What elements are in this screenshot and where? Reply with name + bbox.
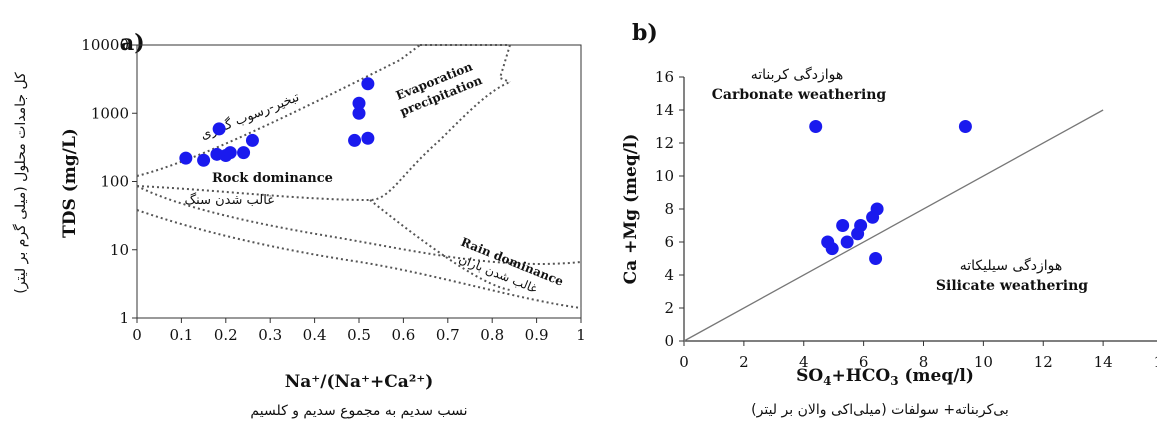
panel-b-x-tick-label: 10 bbox=[974, 353, 993, 371]
panel-b-x-tick-label: 16 bbox=[1153, 353, 1157, 371]
panel-a-upper-boundary bbox=[136, 44, 421, 177]
panel-a-x-tick-label: 0.4 bbox=[303, 326, 327, 344]
panel-b-y-tick-label: 2 bbox=[664, 299, 674, 317]
x-label-sub-4: 4 bbox=[823, 374, 831, 388]
panel-a-x-tick-label: 0.7 bbox=[436, 326, 460, 344]
panel-a-inner-lower-boundary bbox=[369, 199, 511, 291]
panel-b-points bbox=[809, 120, 972, 265]
panel-b-x-ticks: 0 2 4 6 8 10 12 14 16 bbox=[679, 341, 1157, 371]
silicate-weathering-en-label: Silicate weathering bbox=[936, 278, 1088, 294]
panel-a-point-12 bbox=[361, 131, 375, 145]
carbonate-weathering-en-label: Carbonate weathering bbox=[712, 87, 887, 103]
panel-a-point-10 bbox=[352, 106, 366, 120]
panel-a-inner-boundary bbox=[136, 81, 511, 202]
panel-b-y-tick-label: 8 bbox=[664, 200, 674, 218]
panel-b-y-tick-label: 16 bbox=[655, 68, 674, 86]
panel-b-x-tick-label: 12 bbox=[1034, 353, 1053, 371]
panel-a-label: a) bbox=[120, 30, 145, 56]
x-label-unit: (meq/l) bbox=[899, 366, 974, 386]
panel-b-y-tick-label: 4 bbox=[664, 266, 674, 284]
panel-a-point-7 bbox=[237, 146, 251, 160]
panel-b-point-4 bbox=[825, 242, 839, 256]
panel-a-y-tick-label: 1 bbox=[119, 309, 129, 327]
x-label-sub-3: 3 bbox=[890, 374, 898, 388]
panel-a-y-tick-label: 100 bbox=[100, 173, 129, 191]
panel-b-point-11 bbox=[869, 252, 883, 265]
rock-dominance-fa-label: غالب شدن سنگ bbox=[185, 192, 275, 208]
panel-b-x-tick-label: 4 bbox=[799, 353, 809, 371]
panel-a-point-13 bbox=[361, 77, 375, 91]
panel-a-y-axis-label: TDS (mg/L) bbox=[60, 128, 80, 238]
panel-a-point-9 bbox=[348, 133, 362, 147]
panel-b-y-tick-label: 6 bbox=[664, 233, 674, 251]
panel-a-point-6 bbox=[223, 146, 237, 160]
panel-a-x-axis-label-fa: نسب سدیم به مجموع سدیم و کلسیم bbox=[250, 403, 467, 419]
panel-b-x-tick-label: 8 bbox=[919, 353, 929, 371]
panel-a-point-4 bbox=[212, 122, 226, 136]
panel-a-x-ticks: 0 0.1 0.2 0.3 0.4 0.5 0.6 0.7 0.8 0.9 1 bbox=[132, 318, 586, 344]
x-label-so: SO bbox=[796, 366, 823, 386]
panel-a: a) 0 0.1 0.2 0.3 0.4 0.5 0.6 0.7 0.8 0.9 1 1101001… bbox=[12, 30, 586, 419]
panel-b-y-axis-label: Ca +Mg (meq/l) bbox=[621, 134, 641, 285]
panel-a-point-11 bbox=[352, 96, 366, 110]
panel-a-y-tick-label: 10 bbox=[110, 241, 129, 259]
panel-a-point-8 bbox=[245, 133, 259, 147]
panel-b-x-tick-label: 6 bbox=[859, 353, 869, 371]
panel-b-y-tick-label: 12 bbox=[655, 134, 674, 152]
rock-dominance-en-label: Rock dominance bbox=[212, 171, 333, 186]
panel-a-x-tick-label: 0 bbox=[132, 326, 142, 344]
panel-b-x-tick-label: 14 bbox=[1094, 353, 1113, 371]
panel-a-points bbox=[179, 77, 375, 167]
panel-a-x-axis-label: Na⁺/(Na⁺+Ca²⁺) bbox=[285, 372, 434, 392]
panel-a-x-tick-label: 0.6 bbox=[391, 326, 415, 344]
panel-a-bottom-boundary bbox=[136, 209, 582, 309]
panel-a-x-tick-label: 0.3 bbox=[258, 326, 282, 344]
panel-a-top-boundary bbox=[420, 44, 512, 83]
panel-a-point-1 bbox=[179, 151, 193, 165]
panel-b-point-2 bbox=[958, 120, 972, 133]
panel-b-y-tick-label: 0 bbox=[664, 332, 674, 350]
panel-b-y-tick-label: 14 bbox=[655, 101, 674, 119]
panel-b-point-1 bbox=[809, 120, 823, 133]
panel-b-y-tick-label: 10 bbox=[655, 167, 674, 185]
panel-a-x-tick-label: 0.2 bbox=[214, 326, 238, 344]
panel-a-y-tick-label: 10000 bbox=[81, 36, 129, 54]
silicate-weathering-fa-label: هوازدگی سیلیکاته bbox=[960, 257, 1063, 274]
panel-a-y-axis-label-fa: کل جامدات محلول (میلی گرم بر لیتر) bbox=[12, 72, 29, 294]
panel-b-reference-line bbox=[683, 109, 1104, 342]
panel-b-point-6 bbox=[840, 235, 854, 249]
panel-a-x-tick-label: 0.9 bbox=[525, 326, 549, 344]
panel-a-x-tick-label: 0.8 bbox=[480, 326, 504, 344]
carbonate-weathering-fa-label: هوازدگی کربناته bbox=[751, 66, 843, 83]
panel-a-x-tick-label: 0.5 bbox=[347, 326, 371, 344]
panel-b-x-axis-label: SO4+HCO3 (meq/l) bbox=[796, 366, 974, 388]
panel-b-point-5 bbox=[836, 219, 850, 232]
panel-b-x-tick-label: 0 bbox=[679, 353, 689, 371]
panel-a-point-2 bbox=[197, 153, 211, 167]
panel-a-lower-boundary bbox=[136, 185, 582, 265]
panel-b-y-ticks: 0 2 4 6 8 10 12 14 16 bbox=[655, 68, 684, 350]
panel-b-x-tick-label: 2 bbox=[739, 353, 749, 371]
x-label-hco: +HCO bbox=[832, 366, 891, 386]
panel-b-x-axis-label-fa: بی‌کربناته+ سولفات (میلی‌اکی والان بر لی… bbox=[751, 402, 1009, 418]
panel-a-y-tick-label: 1000 bbox=[91, 104, 129, 122]
panel-a-x-tick-label: 0.1 bbox=[169, 326, 193, 344]
panel-a-y-ticks: 1 10 100 1000 10000 bbox=[81, 36, 137, 327]
panel-b-point-10 bbox=[870, 202, 884, 216]
panel-b: b) 0 2 4 6 8 10 12 14 16 0 2 4 6 8 10 12 14 16 هوازدگی ک… bbox=[621, 20, 1157, 418]
panel-b-point-8 bbox=[854, 219, 868, 232]
panel-b-label: b) bbox=[632, 20, 658, 46]
panel-a-x-tick-label: 1 bbox=[576, 326, 586, 344]
